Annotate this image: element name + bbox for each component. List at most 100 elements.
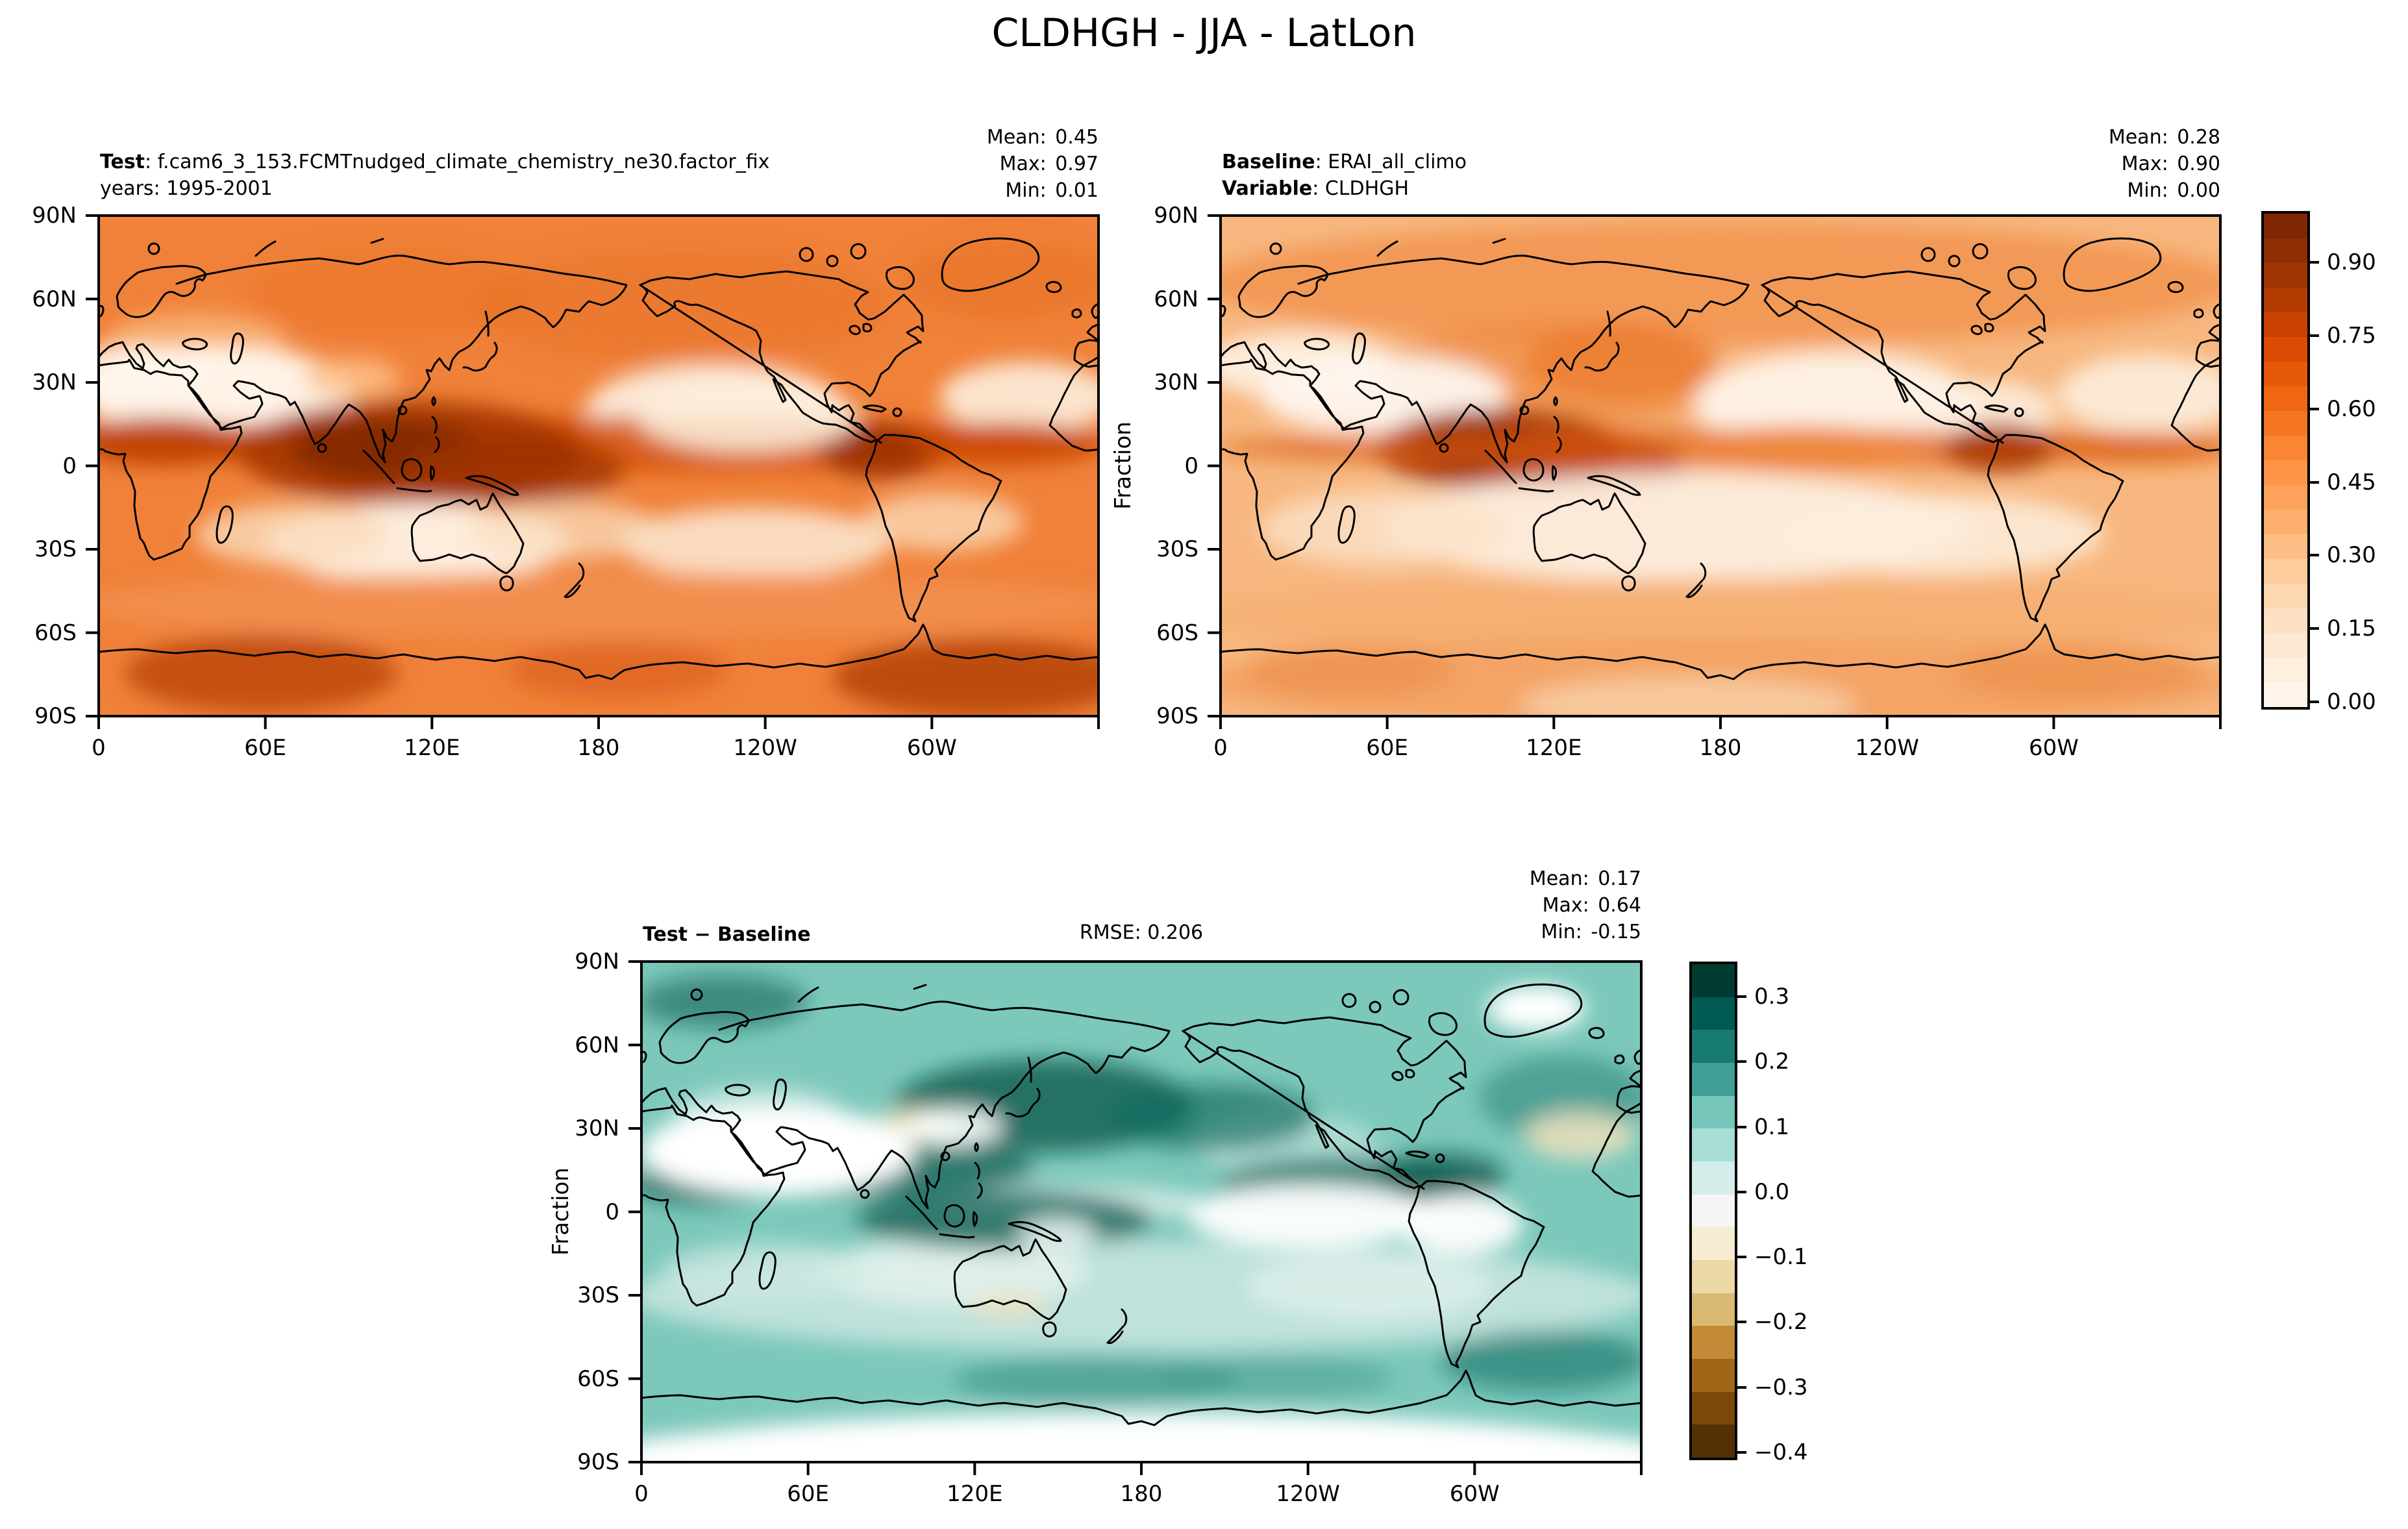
colorbar-segment bbox=[1692, 1227, 1735, 1261]
colorbar-tick bbox=[2307, 407, 2319, 410]
colorbar-tick bbox=[1735, 1190, 1746, 1193]
lon-tick-label: 60E bbox=[1366, 735, 1409, 761]
colorbar-segment bbox=[1692, 1326, 1735, 1360]
page-title: CLDHGH - JJA - LatLon bbox=[991, 10, 1417, 56]
lat-tick-label: 90S bbox=[577, 1449, 619, 1475]
lat-tick-label: 30N bbox=[1154, 369, 1198, 395]
colorbar-segment bbox=[2264, 337, 2307, 362]
lat-tick-label: 60S bbox=[34, 619, 77, 646]
panel-test: Test: f.cam6_3_153.FCMTnudged_climate_ch… bbox=[32, 126, 1100, 761]
colorbar-tick bbox=[2307, 261, 2319, 264]
colorbar-tick-label: 0.3 bbox=[1754, 984, 1790, 1010]
lat-tick-label: 90N bbox=[575, 949, 619, 975]
lon-tick-label: 180 bbox=[1120, 1481, 1163, 1507]
colorbar-tick bbox=[2307, 480, 2319, 484]
lon-tick-label: 0 bbox=[634, 1481, 649, 1507]
colorbar-segment bbox=[2264, 411, 2307, 436]
lon-tick-label: 60W bbox=[2028, 735, 2079, 761]
colorbar-segment bbox=[1692, 997, 1735, 1030]
colorbar-diff: 0.3 0.2 0.1 0.0 −0.1 −0.2 −0.3 −0.4 bbox=[1689, 962, 1808, 1465]
panel-baseline-header: Baseline: ERAI_all_climo Variable: CLDHG… bbox=[1222, 151, 1467, 200]
colorbar-tick-label: 0.0 bbox=[1754, 1178, 1790, 1205]
colorbar-segment bbox=[2264, 238, 2307, 263]
colorbar-tick-label: 0.2 bbox=[1754, 1049, 1790, 1075]
lon-tick-label: 120E bbox=[1526, 735, 1582, 761]
colorbar-segment bbox=[1692, 1359, 1735, 1392]
lat-tick-label: 60N bbox=[1154, 286, 1198, 312]
stat-min: Min: -0.15 bbox=[1541, 921, 1641, 943]
stat-min: Min: 0.00 bbox=[2127, 179, 2220, 202]
colorbar-tick bbox=[1735, 1060, 1746, 1063]
stat-max: Max: 0.97 bbox=[999, 153, 1098, 175]
lat-tick-label: 90N bbox=[32, 203, 77, 229]
lon-tick-label: 0 bbox=[92, 735, 106, 761]
lon-tick-label: 180 bbox=[577, 735, 620, 761]
colorbar-segment bbox=[2264, 608, 2307, 633]
rmse-label: RMSE: 0.206 bbox=[1079, 921, 1204, 944]
colorbar-segment bbox=[2264, 510, 2307, 534]
colorbar-segment bbox=[1692, 964, 1735, 997]
panel-test-stats: Mean: 0.45 Max: 0.97 Min: 0.01 bbox=[987, 124, 1098, 204]
colorbar-tick-label: −0.3 bbox=[1754, 1374, 1808, 1400]
colorbar-segment bbox=[2264, 214, 2307, 238]
colorbar-segment bbox=[2264, 386, 2307, 411]
lat-tick-label: 60S bbox=[577, 1365, 619, 1392]
colorbar-segment bbox=[2264, 362, 2307, 386]
colorbar-tick bbox=[1735, 1256, 1746, 1259]
lon-tick-label: 60E bbox=[244, 735, 287, 761]
colorbar-tick-label: −0.4 bbox=[1754, 1439, 1808, 1465]
lon-tick-label: 120E bbox=[404, 735, 460, 761]
lat-tick-label: 30S bbox=[34, 536, 77, 562]
lat-tick-label: 60N bbox=[575, 1032, 619, 1058]
lon-tick-label: 180 bbox=[1699, 735, 1742, 761]
lat-tick-label: 0 bbox=[1184, 453, 1198, 479]
colorbar-tick-label: 0.1 bbox=[1754, 1113, 1790, 1140]
colorbar-tick bbox=[2307, 701, 2319, 703]
lat-tick-label: 0 bbox=[605, 1199, 619, 1225]
panel-baseline-stats: Mean: 0.28 Max: 0.90 Min: 0.00 bbox=[2109, 124, 2220, 204]
colorbar-segment bbox=[2264, 534, 2307, 559]
colorbar-segment bbox=[1692, 1391, 1735, 1425]
colorbar-tick bbox=[2307, 627, 2319, 630]
stat-mean: Mean: 0.45 bbox=[986, 126, 1098, 149]
colorbar-tick-label: 0.15 bbox=[2327, 615, 2376, 642]
header-label: Test bbox=[100, 151, 145, 173]
colorbar-tick bbox=[2307, 554, 2319, 557]
lon-tick-label: 120W bbox=[1855, 735, 1919, 761]
colorbar-segment bbox=[1692, 1030, 1735, 1063]
map-canvas-test bbox=[86, 214, 1100, 729]
lat-tick-label: 30N bbox=[32, 369, 77, 395]
colorbar-segment bbox=[2264, 559, 2307, 584]
colorbar-tick-label: 0.00 bbox=[2327, 689, 2376, 715]
colorbar-segment bbox=[2264, 485, 2307, 510]
stat-max: Max: 0.90 bbox=[2121, 153, 2220, 175]
colorbar-tick-label: 0.60 bbox=[2327, 395, 2376, 422]
colorbar-segment bbox=[2264, 312, 2307, 337]
lat-tick-label: 90S bbox=[1156, 703, 1198, 729]
colorbar-tick-label: 0.45 bbox=[2327, 469, 2376, 495]
map-canvas-diff bbox=[628, 960, 1643, 1475]
stat-min: Min: 0.01 bbox=[1005, 179, 1098, 202]
lon-tick-label: 60W bbox=[906, 735, 957, 761]
colorbar-segment bbox=[1692, 1095, 1735, 1129]
colorbar-tick-label: −0.1 bbox=[1754, 1244, 1808, 1271]
colorbar-segment bbox=[1692, 1194, 1735, 1228]
colorbar-fraction: 0.90 0.75 0.60 0.45 0.30 0.15 0.00 bbox=[2261, 211, 2376, 715]
lat-tick-label: 60N bbox=[32, 286, 77, 312]
colorbar-tick bbox=[2307, 334, 2319, 337]
stat-mean: Mean: 0.17 bbox=[1529, 867, 1641, 890]
lat-tick-label: 0 bbox=[62, 453, 77, 479]
colorbar-segment bbox=[1692, 1162, 1735, 1195]
colorbar-tick bbox=[1735, 995, 1746, 999]
colorbar-tick-label: 0.30 bbox=[2327, 542, 2376, 569]
colorbar-segment bbox=[1692, 1128, 1735, 1162]
colorbar-segment bbox=[2264, 682, 2307, 707]
colorbar-tick-label: 0.75 bbox=[2327, 323, 2376, 349]
colorbar-tick-label: 0.90 bbox=[2327, 249, 2376, 276]
lat-tick-label: 60S bbox=[1156, 619, 1198, 646]
colorbar-tick bbox=[1735, 1386, 1746, 1389]
colorbar-tick-label: −0.2 bbox=[1754, 1309, 1808, 1336]
colorbar-segment bbox=[1692, 1063, 1735, 1096]
lon-tick-label: 120W bbox=[733, 735, 797, 761]
